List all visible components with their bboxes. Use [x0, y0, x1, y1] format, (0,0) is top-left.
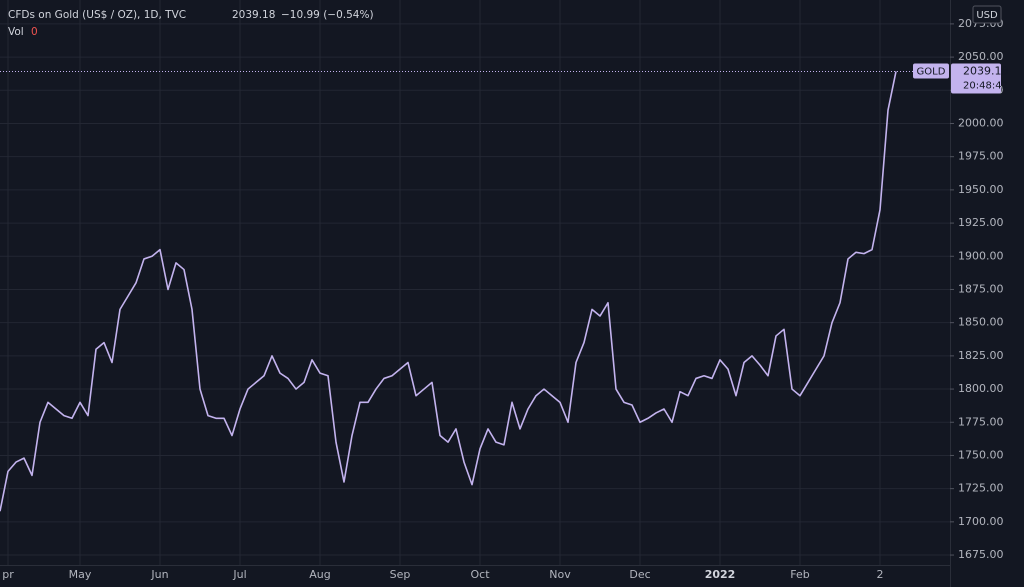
x-tick-label: 2022 [705, 568, 736, 581]
x-tick-label: Jun [150, 568, 168, 581]
x-tick-label: Jul [232, 568, 246, 581]
symbol-tag: GOLD [917, 66, 946, 77]
y-tick-label: 1675.00 [958, 548, 1004, 561]
header-title: CFDs on Gold (US$ / OZ), 1D, TVC [8, 9, 186, 21]
x-tick-label: Nov [549, 568, 571, 581]
price-tag-value: 2039.18 [963, 64, 1009, 77]
x-tick-label: Dec [629, 568, 650, 581]
y-tick-label: 1950.00 [958, 183, 1004, 196]
y-tick-label: 1925.00 [958, 216, 1004, 229]
axis-layer: 1675.00 1700.00 1725.00 1750.00 1775.00 1800.… [2, 17, 1008, 581]
plot-layer [0, 70, 950, 512]
y-tick-label: 1725.00 [958, 482, 1004, 495]
y-tick-label: 1875.00 [958, 282, 1004, 295]
y-tick-label: 1750.00 [958, 448, 1004, 461]
y-tick-label: 1825.00 [958, 349, 1004, 362]
y-tick-label: 1900.00 [958, 249, 1004, 262]
y-tick-label: 2050.00 [958, 50, 1004, 63]
y-tick-label: 1850.00 [958, 316, 1004, 329]
grid-layer [0, 0, 950, 565]
volume-label: Vol [8, 26, 24, 38]
volume-value: 0 [31, 26, 38, 38]
y-tick-label: 1775.00 [958, 415, 1004, 428]
y-tick-label: 1800.00 [958, 382, 1004, 395]
currency-box [972, 5, 1002, 24]
x-tick-label: Oct [470, 568, 490, 581]
x-tick-label: Aug [309, 568, 330, 581]
x-tick-label: Sep [390, 568, 411, 581]
price-tag-time: 20:48:42 [963, 80, 1008, 91]
price-tag-box [951, 63, 1001, 94]
x-tick-label: pr [2, 568, 14, 581]
x-tick-label: Feb [790, 568, 809, 581]
x-tick-label: May [69, 568, 92, 581]
y-tick-label: 1700.00 [958, 515, 1004, 528]
header-change: −10.99 (−0.54%) [281, 9, 374, 21]
currency: USD [976, 10, 998, 21]
y-tick-label: 1975.00 [958, 150, 1004, 163]
header-last: 2039.18 [232, 9, 275, 21]
price-line [0, 71, 897, 512]
x-tick-label: 2 [877, 568, 884, 581]
symbol-tag-box [913, 63, 949, 79]
y-tick-label: 2000.00 [958, 116, 1004, 129]
